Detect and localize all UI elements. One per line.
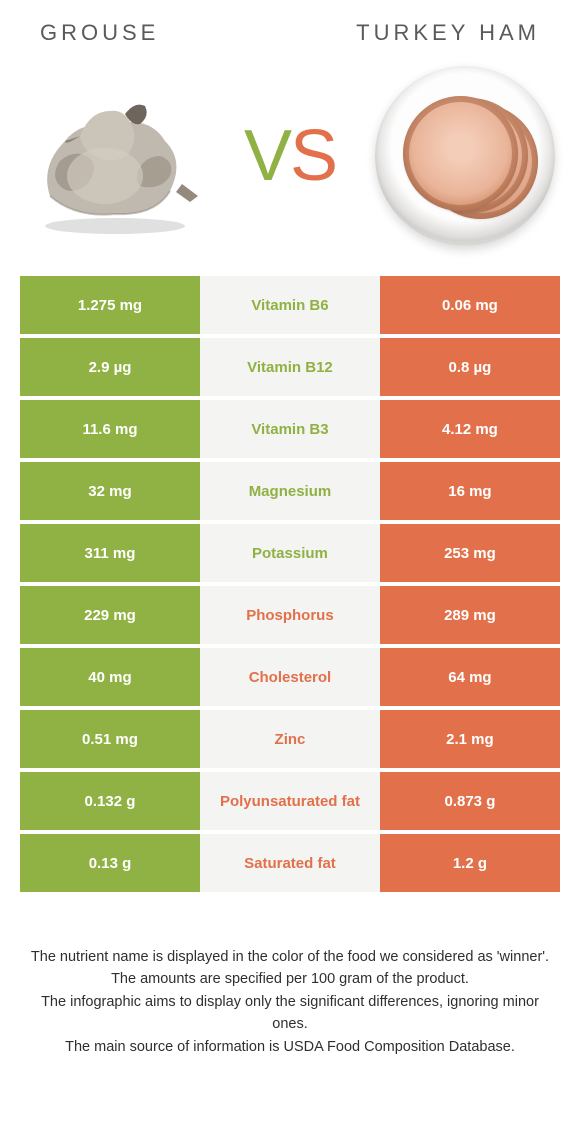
nutrient-label: Potassium <box>200 524 380 582</box>
value-left: 1.275 mg <box>20 276 200 334</box>
footer-line-3: The infographic aims to display only the… <box>30 991 550 1036</box>
footer-notes: The nutrient name is displayed in the co… <box>0 896 580 1058</box>
footer-line-1: The nutrient name is displayed in the co… <box>30 946 550 968</box>
footer-line-4: The main source of information is USDA F… <box>30 1036 550 1058</box>
table-row: 0.132 gPolyunsaturated fat0.873 g <box>20 772 560 830</box>
value-left: 32 mg <box>20 462 200 520</box>
value-left: 0.13 g <box>20 834 200 892</box>
value-right: 64 mg <box>380 648 560 706</box>
plate-icon <box>375 66 555 246</box>
grouse-icon <box>20 76 210 236</box>
value-left: 40 mg <box>20 648 200 706</box>
nutrient-label: Vitamin B6 <box>200 276 380 334</box>
title-left: GROUSE <box>40 20 159 46</box>
table-row: 32 mgMagnesium16 mg <box>20 462 560 520</box>
nutrient-label: Cholesterol <box>200 648 380 706</box>
nutrient-label: Vitamin B3 <box>200 400 380 458</box>
value-right: 16 mg <box>380 462 560 520</box>
table-row: 229 mgPhosphorus289 mg <box>20 586 560 644</box>
nutrient-label: Saturated fat <box>200 834 380 892</box>
header: GROUSE TURKEY HAM <box>0 0 580 56</box>
value-left: 11.6 mg <box>20 400 200 458</box>
value-left: 0.132 g <box>20 772 200 830</box>
table-row: 11.6 mgVitamin B34.12 mg <box>20 400 560 458</box>
table-row: 1.275 mgVitamin B60.06 mg <box>20 276 560 334</box>
nutrient-label: Zinc <box>200 710 380 768</box>
value-right: 0.873 g <box>380 772 560 830</box>
vs-v: V <box>244 116 290 196</box>
value-left: 229 mg <box>20 586 200 644</box>
value-left: 0.51 mg <box>20 710 200 768</box>
footer-line-2: The amounts are specified per 100 gram o… <box>30 968 550 990</box>
value-right: 0.8 µg <box>380 338 560 396</box>
nutrient-label: Phosphorus <box>200 586 380 644</box>
value-right: 2.1 mg <box>380 710 560 768</box>
value-right: 253 mg <box>380 524 560 582</box>
value-right: 0.06 mg <box>380 276 560 334</box>
value-left: 311 mg <box>20 524 200 582</box>
nutrient-label: Vitamin B12 <box>200 338 380 396</box>
images-row: VS <box>0 56 580 276</box>
grouse-image <box>20 66 210 246</box>
value-left: 2.9 µg <box>20 338 200 396</box>
nutrient-label: Polyunsaturated fat <box>200 772 380 830</box>
value-right: 1.2 g <box>380 834 560 892</box>
table-row: 2.9 µgVitamin B120.8 µg <box>20 338 560 396</box>
nutrient-label: Magnesium <box>200 462 380 520</box>
vs-label: VS <box>244 115 336 197</box>
comparison-table: 1.275 mgVitamin B60.06 mg2.9 µgVitamin B… <box>0 276 580 892</box>
value-right: 4.12 mg <box>380 400 560 458</box>
table-row: 40 mgCholesterol64 mg <box>20 648 560 706</box>
table-row: 0.51 mgZinc2.1 mg <box>20 710 560 768</box>
vs-s: S <box>290 116 336 196</box>
table-row: 0.13 gSaturated fat1.2 g <box>20 834 560 892</box>
value-right: 289 mg <box>380 586 560 644</box>
title-right: TURKEY HAM <box>356 20 540 46</box>
table-row: 311 mgPotassium253 mg <box>20 524 560 582</box>
turkey-ham-image <box>370 66 560 246</box>
